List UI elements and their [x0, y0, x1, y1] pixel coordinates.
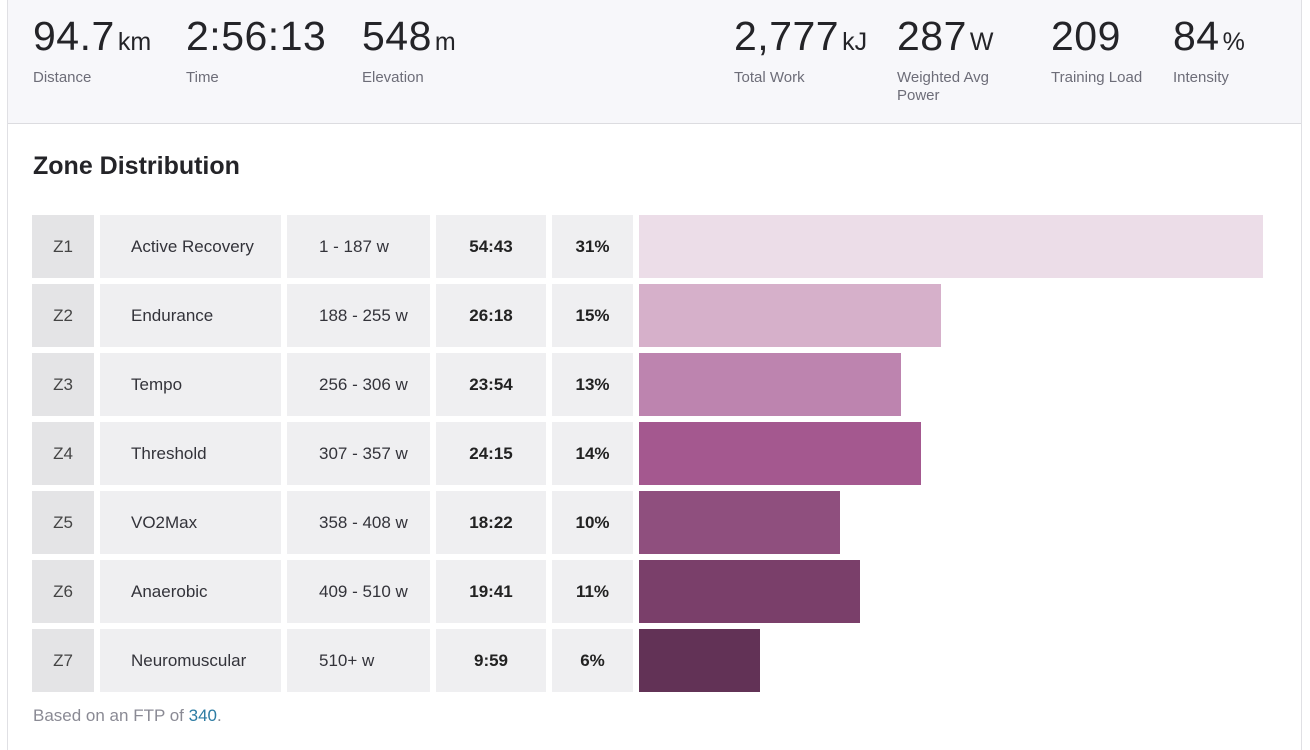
- zone-time: 19:41: [436, 560, 546, 623]
- total-work-value: 2,777: [734, 13, 840, 59]
- activity-stats-bar: 94.7 km Distance 2:56:13 Time 548 m Elevat…: [8, 0, 1301, 124]
- distance-value: 94.7: [33, 13, 115, 59]
- zone-percent: 6%: [552, 629, 633, 692]
- zone-row: Z6 Anaerobic 409 - 510 w 19:41 11%: [32, 560, 1272, 623]
- zone-bar-track: [639, 629, 1263, 692]
- zone-power-range: 1 - 187 w: [287, 215, 430, 278]
- elevation-unit: m: [434, 28, 456, 56]
- zone-row: Z7 Neuromuscular 510+ w 9:59 6%: [32, 629, 1272, 692]
- zone-bar-track: [639, 353, 1263, 416]
- zone-power-range: 256 - 306 w: [287, 353, 430, 416]
- zone-time: 23:54: [436, 353, 546, 416]
- zone-bar: [639, 491, 841, 554]
- zone-power-range: 188 - 255 w: [287, 284, 430, 347]
- distance-label: Distance: [33, 69, 92, 86]
- intensity-unit: %: [1222, 28, 1245, 56]
- zone-bar-track: [639, 491, 1263, 554]
- elevation-label: Elevation: [362, 69, 424, 86]
- stat-elevation: 548 m Elevation: [362, 14, 456, 87]
- stat-intensity: 84% Intensity: [1173, 14, 1245, 87]
- elevation-value: 548: [362, 13, 432, 59]
- zone-time: 26:18: [436, 284, 546, 347]
- zone-time: 54:43: [436, 215, 546, 278]
- zone-bar-track: [639, 284, 1263, 347]
- zone-distribution-table: Z1 Active Recovery 1 - 187 w 54:43 31% Z…: [32, 215, 1272, 698]
- time-label: Time: [186, 69, 219, 86]
- training-load-label: Training Load: [1051, 69, 1143, 86]
- ftp-link[interactable]: 340: [188, 706, 217, 725]
- zone-bar: [639, 284, 941, 347]
- training-load-value: 209: [1051, 13, 1121, 59]
- zone-row: Z4 Threshold 307 - 357 w 24:15 14%: [32, 422, 1272, 485]
- ftp-footnote: Based on an FTP of 340.: [33, 706, 222, 725]
- weighted-avg-power-unit: W: [969, 28, 994, 56]
- zone-row: Z2 Endurance 188 - 255 w 26:18 15%: [32, 284, 1272, 347]
- zone-id: Z6: [32, 560, 94, 623]
- zone-id: Z7: [32, 629, 94, 692]
- zone-id: Z5: [32, 491, 94, 554]
- zone-bar: [639, 629, 760, 692]
- zone-bar: [639, 215, 1263, 278]
- zone-bar-track: [639, 422, 1263, 485]
- zone-id: Z4: [32, 422, 94, 485]
- zone-percent: 14%: [552, 422, 633, 485]
- total-work-label: Total Work: [734, 69, 805, 86]
- time-value: 2:56:13: [186, 13, 327, 59]
- zone-time: 18:22: [436, 491, 546, 554]
- zone-id: Z3: [32, 353, 94, 416]
- zone-power-range: 307 - 357 w: [287, 422, 430, 485]
- zone-bar: [639, 353, 901, 416]
- zone-name: Neuromuscular: [100, 629, 281, 692]
- intensity-value: 84: [1173, 13, 1220, 59]
- zone-percent: 15%: [552, 284, 633, 347]
- zone-row: Z5 VO2Max 358 - 408 w 18:22 10%: [32, 491, 1272, 554]
- zone-row: Z3 Tempo 256 - 306 w 23:54 13%: [32, 353, 1272, 416]
- stat-time: 2:56:13 Time: [186, 14, 326, 87]
- zone-time: 9:59: [436, 629, 546, 692]
- zone-power-range: 409 - 510 w: [287, 560, 430, 623]
- stat-weighted-avg-power: 287 W Weighted Avg Power: [897, 14, 994, 105]
- zone-time: 24:15: [436, 422, 546, 485]
- zone-name: Threshold: [100, 422, 281, 485]
- total-work-unit: kJ: [842, 28, 868, 56]
- zone-percent: 10%: [552, 491, 633, 554]
- frame-right-border: [1301, 0, 1302, 750]
- distance-unit: km: [117, 28, 152, 56]
- zone-name: Tempo: [100, 353, 281, 416]
- weighted-avg-power-value: 287: [897, 13, 967, 59]
- zone-name: Active Recovery: [100, 215, 281, 278]
- zone-percent: 13%: [552, 353, 633, 416]
- frame-left-border: [7, 0, 8, 750]
- stat-total-work: 2,777 kJ Total Work: [734, 14, 867, 87]
- stat-training-load: 209 Training Load: [1051, 14, 1142, 87]
- zone-id: Z2: [32, 284, 94, 347]
- stat-distance: 94.7 km Distance: [33, 14, 151, 87]
- intensity-label: Intensity: [1173, 69, 1229, 86]
- weighted-avg-power-label: Weighted Avg Power: [897, 69, 990, 104]
- zone-bar: [639, 422, 921, 485]
- zone-power-range: 358 - 408 w: [287, 491, 430, 554]
- zone-name: VO2Max: [100, 491, 281, 554]
- zone-power-range: 510+ w: [287, 629, 430, 692]
- zone-percent: 31%: [552, 215, 633, 278]
- zone-name: Anaerobic: [100, 560, 281, 623]
- zone-bar: [639, 560, 861, 623]
- zone-percent: 11%: [552, 560, 633, 623]
- zone-bar-track: [639, 215, 1263, 278]
- zone-distribution-title: Zone Distribution: [33, 152, 240, 180]
- zone-id: Z1: [32, 215, 94, 278]
- zone-bar-track: [639, 560, 1263, 623]
- zone-row: Z1 Active Recovery 1 - 187 w 54:43 31%: [32, 215, 1272, 278]
- zone-name: Endurance: [100, 284, 281, 347]
